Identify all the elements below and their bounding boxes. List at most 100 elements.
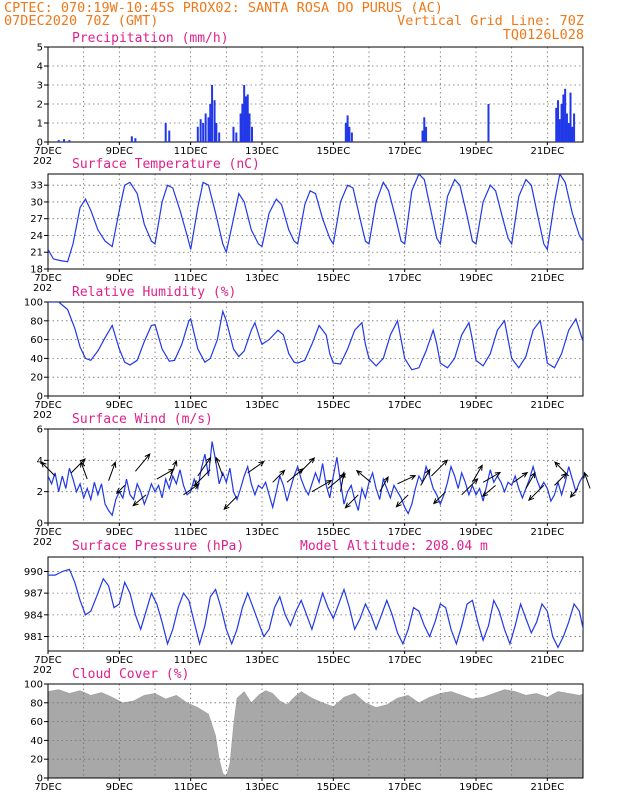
- wind-vector-arrow: [482, 471, 502, 483]
- panel-frame: [47, 428, 584, 524]
- precip-bar: [168, 130, 171, 142]
- wind-vector-arrow: [193, 469, 211, 487]
- y-tick-label: 5: [37, 43, 43, 54]
- x-tick-label: 13DEC: [245, 273, 279, 284]
- wind-vector-arrow: [344, 494, 359, 509]
- x-tick-label: 17DEC: [388, 527, 422, 538]
- x-tick-label: 13DEC: [245, 400, 279, 411]
- precip-bar: [213, 100, 216, 142]
- y-tick-label: 40: [30, 354, 43, 365]
- wind-vector-arrow: [397, 475, 417, 485]
- x-tick-label: 17DEC: [388, 273, 422, 284]
- precip-bar: [243, 85, 246, 142]
- x-tick-label: 15DEC: [316, 146, 350, 157]
- precip-bar: [555, 107, 558, 142]
- y-tick-label: 20: [30, 373, 43, 384]
- x-tick-label: 19DEC: [459, 400, 493, 411]
- y-tick-label: 0: [37, 392, 43, 403]
- wind-vector-arrow: [272, 469, 286, 483]
- x-tick-label: 19DEC: [459, 273, 493, 284]
- temp-line: [48, 174, 583, 263]
- chart-panels: 0 1 2 3 4 5 7DEC 9DEC 11DEC 13DEC 15DEC 17DEC 19DEC 2…: [24, 31, 591, 793]
- wind-vector-arrow: [80, 460, 88, 480]
- panel-frame: [47, 46, 584, 143]
- x-tick-label: 19DEC: [459, 655, 493, 666]
- x-tick-label: 9DEC: [106, 146, 133, 157]
- precip-bar: [209, 104, 212, 142]
- x-tick-label: 7DEC: [34, 273, 61, 284]
- precip-bar: [130, 136, 133, 142]
- wind-vector-arrow: [431, 459, 449, 477]
- y-tick-label: 80: [30, 698, 43, 709]
- precip-bar: [558, 119, 561, 142]
- y-tick-label: 4: [37, 62, 43, 73]
- y-tick-label: 80: [30, 316, 43, 327]
- press-line: [48, 568, 583, 649]
- precip-bar: [557, 100, 560, 142]
- precip-bar: [202, 123, 205, 142]
- x-tick-label: 13DEC: [245, 146, 279, 157]
- wind-vector-arrow: [583, 471, 591, 489]
- wind-vector-arrow: [299, 457, 316, 474]
- y-tick-label: 100: [24, 298, 43, 309]
- wind-vector-arrow: [481, 485, 496, 497]
- precip-bar: [350, 132, 353, 142]
- x-tick-label: 15DEC: [316, 655, 350, 666]
- y-tick-label: 0: [37, 138, 43, 149]
- panel-frame: [47, 173, 584, 270]
- x-tick-label: 11DEC: [174, 146, 208, 157]
- x-tick-label: 17DEC: [388, 655, 422, 666]
- wind-vector-arrow: [525, 471, 536, 489]
- precip-bar: [199, 119, 202, 142]
- panel-frame: [47, 301, 584, 397]
- x-tick-label: 7DEC: [34, 146, 61, 157]
- panel-frame: [47, 683, 584, 779]
- precip-bar: [215, 123, 218, 142]
- x-tick-label: 11DEC: [174, 655, 208, 666]
- panel-title: Surface Pressure (hPa): [72, 539, 244, 554]
- y-tick-label: 4: [37, 456, 43, 467]
- x-year-label: 202: [33, 283, 52, 294]
- precip-bar: [562, 94, 565, 142]
- y-tick-label: 20: [30, 755, 43, 766]
- y-tick-label: 60: [30, 335, 43, 346]
- precip-bar: [251, 126, 254, 142]
- y-tick-label: 30: [30, 197, 43, 208]
- wind-vector-arrow: [395, 494, 409, 508]
- precip-bar: [207, 117, 210, 142]
- precip-bar: [567, 123, 570, 142]
- y-tick-label: 40: [30, 736, 43, 747]
- precip-bar: [218, 132, 221, 142]
- precip-bar: [248, 113, 251, 142]
- x-tick-label: 11DEC: [174, 400, 208, 411]
- x-tick-label: 17DEC: [388, 782, 422, 793]
- x-year-label: 202: [33, 156, 52, 167]
- y-tick-label: 981: [24, 632, 43, 643]
- precip-bar: [244, 96, 247, 142]
- x-year-label: 202: [33, 665, 52, 676]
- precip-bar: [68, 140, 71, 142]
- precip-bar: [196, 126, 199, 142]
- precip-bar: [63, 139, 66, 142]
- y-tick-label: 0: [37, 774, 43, 785]
- x-tick-label: 19DEC: [459, 146, 493, 157]
- y-tick-label: 2: [37, 100, 43, 111]
- y-tick-label: 990: [24, 567, 43, 578]
- wind-vector-arrow: [215, 456, 224, 477]
- x-tick-label: 9DEC: [106, 655, 133, 666]
- precip-bar: [235, 132, 238, 142]
- x-tick-label: 15DEC: [316, 527, 350, 538]
- x-tick-label: 13DEC: [245, 782, 279, 793]
- x-tick-label: 7DEC: [34, 527, 61, 538]
- wind-vector-arrow: [168, 459, 178, 481]
- wind-vector-arrow: [115, 485, 126, 495]
- precip-bar: [346, 115, 349, 142]
- x-tick-label: 7DEC: [34, 782, 61, 793]
- y-tick-label: 18: [30, 265, 43, 276]
- y-tick-label: 24: [30, 231, 43, 242]
- wind-vector-arrow: [569, 488, 579, 499]
- panel-title: Cloud Cover (%): [72, 667, 189, 682]
- x-tick-label: 19DEC: [459, 527, 493, 538]
- wind-vector-arrow: [223, 496, 238, 511]
